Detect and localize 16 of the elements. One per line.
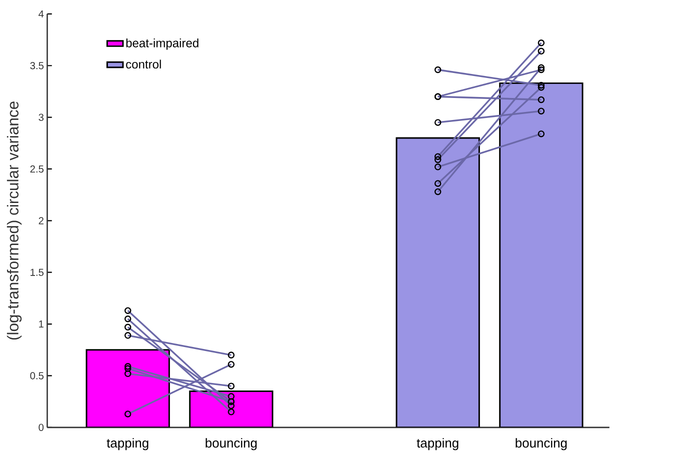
- y-tick-label: 1: [39, 320, 44, 328]
- y-tick-label: 2.5: [30, 166, 44, 173]
- y-tick-label: 0: [38, 424, 44, 432]
- y-tick-label: 2: [38, 217, 44, 224]
- y-tick-label: 0.5: [30, 372, 44, 380]
- y-tick-label: 3: [38, 114, 44, 122]
- legend-label: control: [126, 60, 161, 69]
- x-tick-label: tapping: [416, 438, 458, 450]
- x-tick-label: bouncing: [206, 438, 257, 450]
- legend-label: beat-impaired: [126, 38, 198, 50]
- x-tick-label: tapping: [106, 438, 148, 450]
- y-tick-label: 4: [38, 10, 44, 18]
- x-tick-label: bouncing: [516, 438, 567, 450]
- y-tick-label: 1.5: [30, 268, 44, 276]
- y-tick-label: 3.5: [30, 62, 44, 70]
- y-axis-title: (log-transformed) circular variance: [6, 102, 22, 340]
